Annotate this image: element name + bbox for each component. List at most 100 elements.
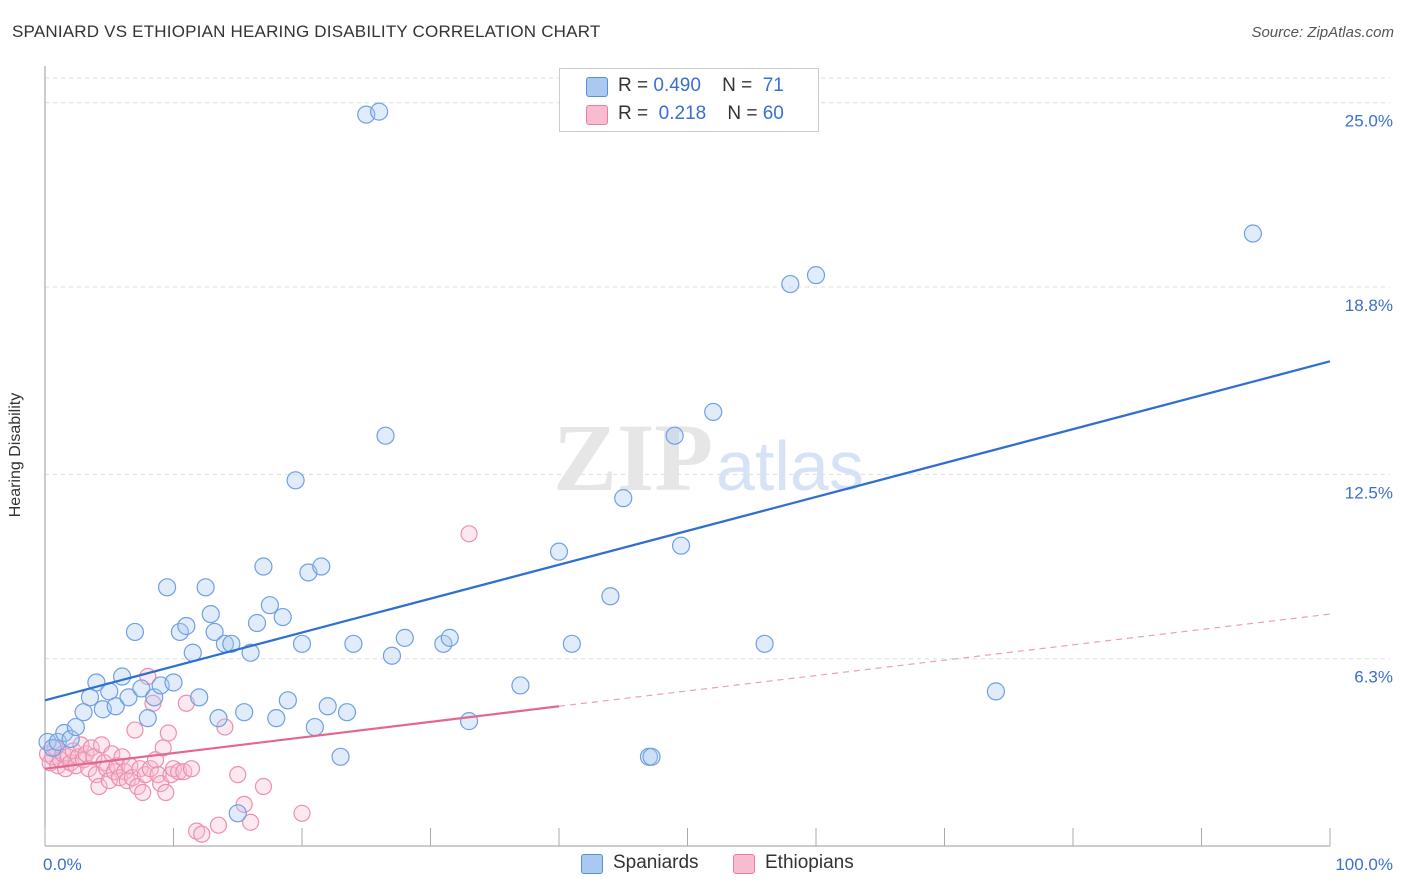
y-tick-label: 6.3% [1354, 668, 1393, 687]
ethiopians-point [159, 724, 177, 742]
spaniards-point [286, 471, 305, 490]
x-tick-label: 100.0% [1335, 855, 1393, 874]
ethiopians-point [134, 783, 152, 802]
spaniards-point [318, 697, 337, 716]
axes [44, 66, 1331, 847]
spaniards-point [292, 634, 312, 653]
spaniards-point [755, 634, 774, 653]
ethiopians-point [229, 766, 247, 784]
ethiopians-point [118, 771, 136, 790]
y-tick-label: 18.8% [1345, 296, 1393, 315]
ethiopians-point [188, 822, 206, 840]
spaniards-point [459, 712, 479, 731]
grid-lines [45, 77, 1390, 660]
y-axis-label-wrap: Hearing Disability [7, 393, 40, 518]
spaniards-point [806, 266, 826, 285]
legend-swatch-ethiopians [586, 105, 608, 125]
y-tick-label: 12.5% [1345, 483, 1393, 502]
spaniards-point [337, 703, 357, 722]
n-label: N = [722, 75, 753, 96]
ethiopians-trend-line [44, 705, 560, 770]
n-label: N = [727, 103, 758, 124]
n-value-spaniards: 71 [762, 75, 784, 96]
spaniards-point [440, 628, 459, 647]
n-value-ethiopians: 60 [762, 103, 784, 124]
ethiopians-point [254, 777, 273, 796]
spaniards-point [209, 709, 228, 728]
spaniards-point [614, 489, 633, 508]
chart-title: SPANIARD VS ETHIOPIAN HEARING DISABILITY… [12, 22, 601, 41]
spaniards-point [344, 634, 363, 653]
ethiopians-points [38, 525, 478, 843]
spaniards-point [228, 804, 247, 823]
spaniards-point [247, 613, 267, 633]
spaniards-point [549, 542, 569, 561]
spaniards-point [125, 622, 145, 642]
spaniards-point [562, 634, 581, 653]
ethiopians-point [182, 760, 201, 778]
ethiopians-point [460, 525, 478, 543]
spaniards-point [704, 402, 723, 422]
ethiopians-point [293, 804, 311, 822]
ethiopians-point [100, 771, 118, 790]
spaniards-point [601, 587, 620, 606]
watermark-atlas: atlas [716, 427, 864, 505]
spaniards-trend-line [44, 360, 1331, 702]
spaniards-point [511, 676, 530, 695]
spaniards-point [278, 691, 297, 710]
ethiopians-point [72, 736, 90, 754]
watermark: ZIP atlas [553, 404, 864, 511]
spaniards-point [190, 688, 209, 707]
ethiopians-point [209, 816, 228, 834]
ethiopians-point [164, 760, 183, 778]
y-tick-labels: 6.3% 12.5% 18.8% 25.0% [1345, 112, 1393, 687]
spaniards-point [260, 596, 279, 615]
bottom-legend-swatch-spaniards [581, 854, 603, 874]
spaniards-point [267, 709, 286, 728]
correlation-legend: R = 0.490 N = 71 R = 0.218 N = 60 [559, 68, 819, 132]
spaniards-point [312, 557, 331, 576]
spaniards-point [201, 604, 220, 624]
bottom-legend-swatch-ethiopians [733, 854, 755, 874]
ethiopians-point [90, 777, 108, 796]
r-value-ethiopians: 0.218 [658, 103, 707, 124]
spaniards-point [781, 274, 800, 294]
spaniards-point [1243, 224, 1263, 243]
spaniards-point [157, 578, 177, 597]
spaniards-point [106, 697, 125, 716]
r-label: R = [618, 103, 649, 124]
spaniards-point [66, 717, 85, 737]
spaniards-point [119, 688, 138, 707]
spaniards-point [671, 536, 691, 555]
trend-lines [44, 360, 1331, 770]
spaniards-point [61, 729, 80, 749]
bottom-legend-label-spaniards: Spaniards [613, 852, 699, 873]
y-tick-label: 25.0% [1345, 112, 1393, 131]
watermark-zip: ZIP [553, 404, 713, 511]
ethiopians-point [85, 748, 103, 766]
spaniards-point [205, 622, 224, 642]
x-tick-label: 0.0% [43, 855, 82, 874]
spaniards-point [331, 747, 350, 766]
spaniards-point [254, 557, 273, 576]
spaniards-point [43, 738, 62, 757]
spaniards-point [132, 679, 151, 698]
spaniards-point [235, 703, 254, 722]
source-label: Source: ZipAtlas.com [1251, 24, 1394, 41]
ethiopians-point [170, 763, 188, 781]
spaniards-point [642, 747, 661, 766]
spaniards-point [665, 426, 684, 445]
spaniards-point [222, 634, 241, 653]
legend-swatch-spaniards [586, 77, 608, 97]
x-tick-labels: 0.0% 100.0% [43, 855, 1393, 874]
spaniards-point [395, 628, 414, 647]
ethiopians-point [242, 813, 260, 831]
spaniards-point [305, 717, 324, 737]
spaniards-point [382, 646, 402, 665]
spaniards-point [138, 709, 157, 728]
ethiopians-point [193, 825, 211, 843]
r-value-spaniards: 0.490 [653, 75, 701, 96]
spaniards-point [241, 643, 260, 662]
r-label: R = [618, 75, 649, 96]
